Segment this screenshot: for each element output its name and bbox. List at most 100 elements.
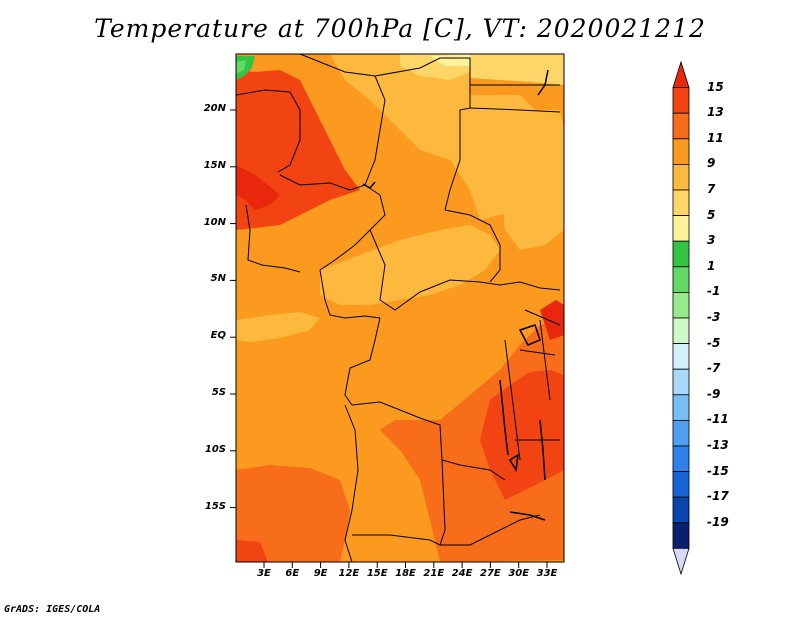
colorbar-label: 5 — [707, 207, 716, 222]
field-northwest-lightgreen — [236, 60, 246, 74]
colorbar-segment — [672, 419, 690, 447]
lon-tick-label: 27E — [480, 568, 501, 579]
colorbar-bottom-triangle — [672, 548, 690, 576]
colorbar-label: 3 — [707, 233, 716, 248]
border-west — [236, 89, 301, 173]
border-tanzania — [515, 309, 561, 441]
field-northeast-pale — [430, 54, 470, 66]
lake-mweru — [508, 453, 519, 473]
lake-chad — [362, 181, 376, 189]
lat-tick-label: EQ — [210, 330, 226, 342]
field-southeast-hot — [480, 370, 564, 500]
field-west-hot — [236, 165, 280, 210]
colorbar-label: -3 — [707, 310, 721, 324]
colorbar-segment — [672, 163, 690, 191]
colorbar-label: 11 — [707, 130, 724, 145]
field-southwest-hot — [236, 540, 268, 562]
border-angola — [344, 404, 359, 562]
colorbar-label: -15 — [707, 463, 729, 478]
border-niger-mali — [299, 54, 386, 186]
lon-tick-label: 3E — [257, 568, 271, 579]
colorbar-segment — [672, 87, 690, 114]
border-south — [352, 534, 441, 546]
field-north-light — [330, 54, 564, 220]
colorbar-segment — [672, 368, 690, 396]
field-south-warm — [236, 465, 350, 562]
colorbar-segment — [672, 522, 690, 549]
border-coast-west — [245, 204, 301, 273]
lon-tick-label: 33E — [536, 568, 558, 579]
colorbar-label: 13 — [707, 105, 724, 120]
lat-tick-label: 15N — [203, 159, 226, 171]
colorbar-segment — [672, 445, 690, 473]
country-borders — [236, 54, 561, 562]
colorbar-label: -17 — [707, 489, 729, 504]
lon-tick-label: 15E — [366, 568, 388, 579]
colorbar-label: -19 — [707, 514, 729, 529]
lake-kariba — [509, 511, 546, 521]
lat-tick-label: 15S — [204, 500, 226, 512]
border-congo — [344, 317, 381, 406]
chart-title: Temperature at 700hPa [C], VT: 202002121… — [94, 14, 706, 43]
field-east-hot — [540, 300, 564, 340]
lon-tick-label: 30E — [508, 568, 530, 579]
border-drc-angola — [351, 401, 506, 481]
lon-tick-label: 24E — [451, 568, 473, 579]
field-east-light — [500, 170, 564, 250]
field-northeast-yellow — [470, 54, 564, 85]
colorbar-segment — [672, 343, 690, 370]
border-nigeria — [279, 174, 386, 271]
temperature-field — [236, 54, 564, 562]
colorbar-segment — [672, 138, 690, 165]
lat-tick-label: 5S — [211, 387, 226, 398]
longitude-tick-marks — [263, 562, 548, 568]
colorbar-label: 15 — [707, 79, 724, 94]
colorbar-top-triangle — [672, 60, 690, 88]
colorbar-segment — [672, 112, 690, 140]
colorbar-label: -5 — [707, 335, 721, 350]
colorbar-label: -1 — [707, 284, 721, 299]
colorbar-segment — [672, 317, 690, 345]
lat-tick-label: 10N — [203, 216, 226, 228]
colorbar-segment — [672, 189, 690, 217]
colorbar-label: 9 — [707, 156, 716, 171]
colorbar-segment — [672, 394, 690, 421]
border-chad-sudan — [444, 209, 501, 283]
lake-tanganyika — [499, 379, 509, 456]
colorbar-segment — [672, 215, 690, 242]
lon-tick-label: 21E — [423, 568, 445, 579]
lake-marks — [362, 69, 549, 521]
field-equator-light — [236, 312, 320, 342]
lat-tick-label: 20N — [203, 103, 226, 114]
lake-turkana — [537, 69, 549, 96]
colorbar-label: 1 — [707, 258, 716, 273]
colorbar-label: -7 — [707, 361, 721, 376]
lake-malawi — [539, 419, 546, 481]
colorbar-label: -11 — [707, 412, 729, 427]
colorbar — [672, 60, 690, 576]
latitude-tick-marks — [230, 109, 236, 509]
lat-tick-label: 10S — [204, 443, 226, 455]
border-east — [499, 281, 561, 291]
lake-victoria — [518, 324, 541, 346]
colorbar-label: -9 — [707, 386, 721, 401]
border-cameroon — [319, 269, 381, 319]
border-car — [369, 229, 501, 311]
colorbar-label: 7 — [707, 182, 716, 196]
lon-tick-label: 18E — [395, 568, 416, 579]
colorbar-segment — [672, 291, 690, 319]
lat-tick-label: 5N — [210, 273, 226, 285]
colorbar-segment — [672, 240, 690, 268]
grads-credit: GrADS: IGES/COLA — [4, 604, 101, 615]
lon-tick-label: 9E — [313, 568, 328, 579]
map-frame — [235, 53, 565, 563]
lon-tick-label: 12E — [338, 568, 360, 579]
colorbar-segment — [672, 471, 690, 498]
colorbar-label: -13 — [707, 438, 729, 452]
lon-tick-label: 6E — [285, 568, 300, 579]
border-zambia — [439, 459, 541, 546]
colorbar-segment — [672, 266, 690, 293]
field-central-light — [320, 225, 500, 305]
colorbar-segment — [672, 496, 690, 524]
